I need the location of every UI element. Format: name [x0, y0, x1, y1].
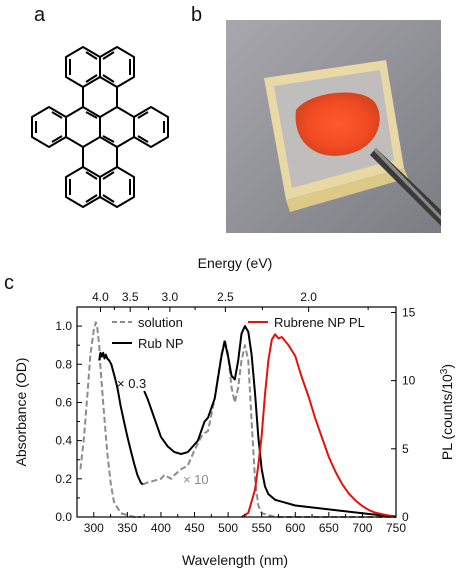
y-left-tick-label: 0.2	[55, 472, 72, 486]
y-right-tick-label: 0	[402, 510, 409, 524]
y-right-tick-label: 15	[402, 305, 416, 319]
x-tick-label: 350	[117, 521, 137, 535]
y-right-tick-label: 10	[402, 374, 416, 388]
x-tick-label: 300	[84, 521, 104, 535]
red-nanoparticle-film	[295, 92, 380, 156]
top-tick-label: 2.0	[300, 290, 317, 304]
tweezers	[370, 148, 441, 226]
y-axis-label-right: PL (counts/103)	[439, 364, 456, 460]
core-ring-2	[65, 106, 101, 148]
core-ring-3	[99, 106, 135, 148]
legend-label-solution: solution	[138, 315, 183, 330]
x-tick-label: 450	[185, 521, 205, 535]
x-tick-label: 600	[285, 521, 305, 535]
series-line-rub-np	[98, 325, 397, 518]
panel-label-b: b	[191, 4, 203, 26]
x-tick-label: 750	[386, 521, 406, 535]
y-left-tick-label: 0.4	[55, 434, 72, 448]
y-left-tick-label: 0.0	[55, 510, 72, 524]
series-line-solution	[79, 321, 396, 518]
top-tick-label: 3.5	[122, 290, 139, 304]
panel-label-a: a	[34, 4, 46, 26]
sample-photo	[226, 20, 441, 233]
top-axis-label: Energy (eV)	[198, 255, 273, 271]
y-left-tick-label: 0.8	[55, 357, 72, 371]
y-left-tick-label: 0.6	[55, 395, 72, 409]
panel-label-c: c	[4, 272, 14, 294]
phenyl-top-right	[99, 46, 135, 88]
top-tick-label: 4.0	[92, 290, 109, 304]
top-tick-label: 2.5	[217, 290, 234, 304]
x-tick-label: 700	[352, 521, 372, 535]
phenyl-bottom-left	[65, 166, 101, 208]
y-right-tick-label: 5	[402, 442, 409, 456]
x-tick-label: 400	[151, 521, 171, 535]
annotation-solution-scale: × 10	[183, 472, 209, 487]
y-axis-label-left: Absorbance (OD)	[13, 358, 29, 467]
x-tick-label: 550	[252, 521, 272, 535]
legend-label-rub-np: Rub NP	[138, 336, 184, 351]
x-tick-label: 650	[319, 521, 339, 535]
y-left-tick-label: 1.0	[55, 319, 72, 333]
legend-label-pl: Rubrene NP PL	[274, 315, 365, 330]
plot-frame	[76, 306, 397, 518]
annotation-np-scale: × 0.3	[117, 376, 146, 391]
spectra-chart: Energy (eV) Wavelength (nm) Absorbance (…	[13, 255, 456, 568]
core-ring-4	[133, 106, 169, 148]
phenyl-top-left	[65, 46, 101, 88]
core-ring-1	[31, 106, 67, 148]
phenyl-bottom-right	[99, 166, 135, 208]
x-axis-label: Wavelength (nm)	[182, 552, 288, 568]
top-tick-label: 3.0	[162, 290, 179, 304]
series-line-pl	[240, 333, 397, 518]
rubrene-structure	[31, 46, 169, 208]
x-tick-label: 500	[218, 521, 238, 535]
